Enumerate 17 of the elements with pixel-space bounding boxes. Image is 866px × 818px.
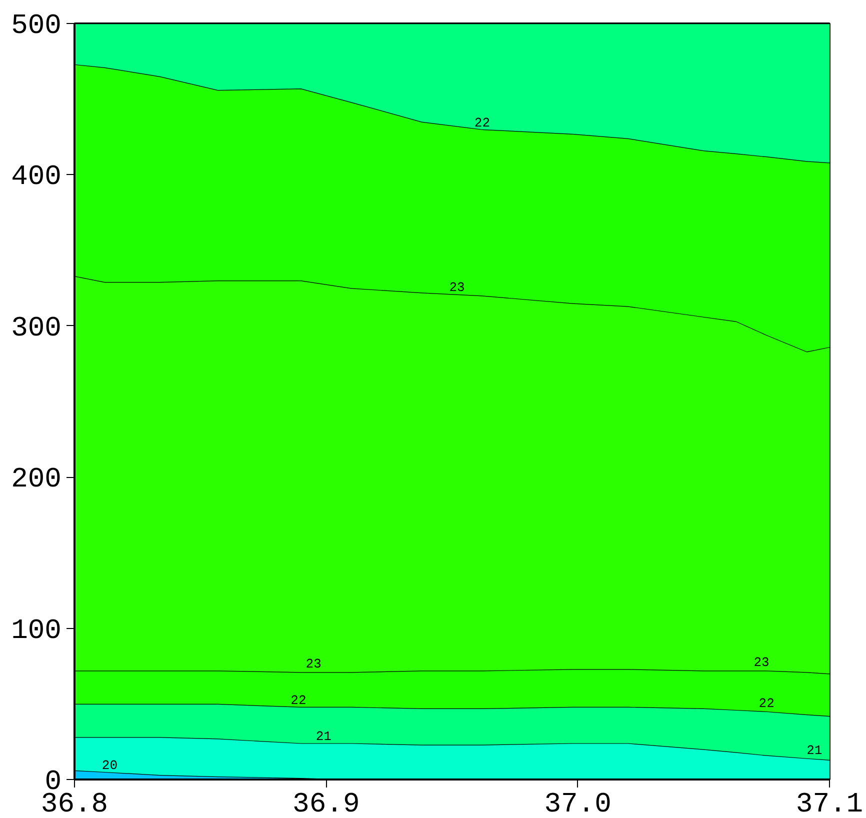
y-tick-label: 200 — [11, 464, 62, 496]
annotation: 21 — [806, 742, 822, 758]
annotation: 20 — [102, 758, 118, 773]
y-tick-label: 500 — [11, 11, 62, 42]
annotation: 22 — [758, 696, 774, 711]
x-tick-label: 37.0 — [544, 790, 612, 818]
annotation: 22 — [474, 115, 490, 130]
x-tick-label: 37.1 — [796, 790, 864, 818]
annotation: 23 — [306, 656, 322, 672]
y-tick-label: 400 — [11, 162, 62, 194]
annotation: 23 — [449, 280, 465, 296]
y-tick-label: 100 — [11, 616, 62, 647]
annotation: 21 — [316, 729, 332, 744]
annotation: 23 — [754, 655, 770, 670]
x-tick-label: 36.9 — [292, 790, 360, 818]
y-tick-label: 300 — [11, 313, 62, 344]
annotation: 22 — [290, 692, 306, 708]
